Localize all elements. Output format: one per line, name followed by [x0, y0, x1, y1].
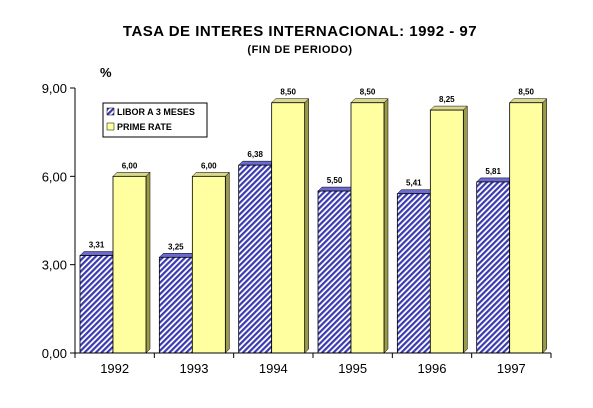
bar-prime-1992-top [112, 172, 151, 177]
axes-layer [70, 87, 552, 358]
legend-box [102, 102, 208, 138]
bar-prime-1995 [350, 102, 385, 354]
bar-prime-1996 [429, 109, 464, 354]
data-label-libor-1993: 3,25 [168, 242, 184, 251]
legend-swatch-prime [106, 122, 115, 131]
chart-title: TASA DE INTERES INTERNACIONAL: 1992 - 97 [123, 23, 477, 40]
bar-prime-1993-side [225, 171, 230, 354]
bar-prime-1995-side [383, 98, 389, 354]
y-tick-label-0: 0,00 [42, 346, 67, 361]
bar-prime-1993 [191, 175, 226, 354]
y-tick-label-3: 9,00 [42, 81, 67, 96]
bar-prime-1996-side [463, 105, 468, 354]
bar-libor-1993 [158, 256, 193, 354]
bar-prime-1997 [509, 102, 544, 354]
bar-prime-1992 [112, 175, 147, 354]
legend-label-libor: LIBOR A 3 MESES [117, 107, 195, 117]
bar-libor-1992-top [79, 251, 118, 256]
legend-label-prime: PRIME RATE [117, 122, 172, 132]
y-tick-label-2: 6,00 [42, 169, 67, 184]
y-tick-label-1: 3,00 [42, 258, 67, 273]
data-label-libor-1996: 5,41 [406, 179, 422, 188]
labels-layer: 3,31 6,00 1992 3,25 6,00 1993 6,38 8,50 1994 5,50… [42, 81, 535, 376]
data-label-prime-1993: 6,00 [201, 161, 217, 170]
data-label-prime-1992: 6,00 [122, 161, 138, 170]
legend-swatch-libor [106, 107, 115, 116]
bar-libor-1993-top [158, 253, 197, 258]
bar-libor-1997-top [476, 177, 515, 183]
bar-prime-1997-side [542, 98, 547, 354]
bar-libor-1997 [476, 181, 511, 354]
data-label-libor-1994: 6,38 [247, 150, 263, 159]
bar-libor-1992 [79, 255, 114, 354]
data-label-libor-1995: 5,50 [327, 176, 343, 185]
x-tick-1992: 1992 [100, 361, 129, 376]
bar-libor-1995 [317, 190, 352, 354]
bars-layer [79, 98, 548, 354]
bar-libor-1994-top [238, 160, 277, 166]
bar-prime-1993-top [191, 172, 230, 177]
x-tick-1997: 1997 [497, 361, 526, 376]
data-label-prime-1996: 8,25 [439, 95, 455, 104]
bar-libor-1994 [238, 164, 273, 354]
bar-libor-1996-top [396, 189, 435, 194]
x-tick-1995: 1995 [338, 361, 367, 376]
bar-prime-1997-top [509, 98, 548, 103]
data-label-libor-1997: 5,81 [485, 167, 501, 176]
bar-prime-1994 [271, 102, 306, 354]
y-axis-unit: % [100, 65, 112, 80]
x-tick-1994: 1994 [259, 361, 288, 376]
bar-prime-1995-top [350, 98, 389, 103]
bar-prime-1996-top [429, 105, 468, 111]
data-label-prime-1995: 8,50 [360, 88, 376, 97]
data-label-prime-1994: 8,50 [280, 88, 296, 97]
data-label-prime-1997: 8,50 [518, 88, 534, 97]
data-label-libor-1992: 3,31 [89, 241, 105, 250]
x-tick-1996: 1996 [418, 361, 447, 376]
x-tick-1993: 1993 [180, 361, 209, 376]
bar-libor-1996 [396, 193, 431, 354]
bar-prime-1994-top [271, 98, 310, 103]
legend: LIBOR A 3 MESES PRIME RATE [102, 102, 208, 138]
bar-prime-1994-side [304, 98, 309, 354]
chart-subtitle: (FIN DE PERIODO) [247, 44, 352, 56]
bar-libor-1995-top [317, 186, 356, 192]
bar-prime-1992-side [145, 171, 151, 354]
